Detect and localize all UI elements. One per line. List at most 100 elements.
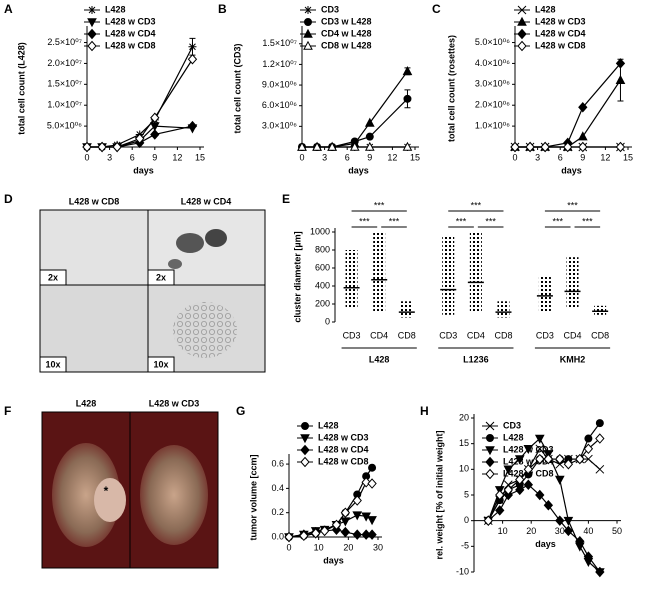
marker — [540, 141, 550, 153]
marker — [555, 453, 565, 465]
micrograph-panel — [39, 209, 266, 373]
y-tick-label: 800 — [315, 244, 330, 254]
y-tick-label: 2.5×10⁰⁷ — [47, 37, 82, 47]
x-axis-title: days — [535, 539, 556, 549]
marker — [554, 475, 565, 485]
magnification-box — [147, 356, 175, 373]
y-tick-label: 0 — [464, 515, 469, 525]
marker — [349, 141, 360, 151]
legend-marker — [303, 28, 313, 38]
significance-label: *** — [374, 200, 385, 210]
series-line — [302, 70, 408, 148]
marker — [188, 42, 197, 51]
x-tick-label: 12 — [600, 152, 610, 162]
significance-label: *** — [471, 200, 482, 210]
x-tick-label: 9 — [580, 152, 585, 162]
magnification-box — [147, 269, 175, 286]
y-axis-title: total cell count (rosettes) — [446, 35, 456, 142]
panel-label: H — [420, 404, 429, 418]
significance-label: *** — [567, 200, 578, 210]
value-range — [442, 236, 455, 315]
y-tick-label: 1.0×10⁰⁷ — [47, 100, 82, 110]
y-tick-label: 0.6 — [271, 458, 284, 468]
marker — [402, 66, 413, 76]
value-range — [594, 305, 607, 315]
marker — [534, 434, 545, 444]
y-tick-label: 2.0×10⁰⁷ — [47, 58, 82, 68]
panel-label: C — [432, 2, 441, 16]
marker — [150, 112, 160, 124]
marker — [319, 525, 330, 537]
x-axis-title: days — [323, 555, 344, 565]
magnification-label: 2x — [48, 272, 58, 282]
magnification-box — [39, 269, 67, 286]
legend-label: L428 w CD4 — [318, 444, 369, 454]
x-tick-label: 20 — [343, 542, 353, 552]
x-tick-label: CD8 — [494, 330, 512, 340]
x-tick-label: 3 — [322, 152, 327, 162]
significance-label: *** — [582, 216, 593, 226]
marker — [365, 132, 374, 141]
y-tick-label: 6.0×10⁰⁶ — [262, 100, 297, 110]
magnification-box — [39, 356, 67, 373]
legend-label: L428 w CD3 — [535, 16, 586, 26]
x-tick-label: CD3 — [343, 330, 361, 340]
legend-label: L428 — [105, 4, 126, 14]
legend-marker — [87, 40, 97, 52]
y-tick-label: 1000 — [310, 226, 330, 236]
legend-marker — [87, 18, 97, 28]
marker — [615, 74, 626, 84]
marker — [364, 117, 375, 127]
legend-marker — [486, 434, 495, 442]
marker — [352, 529, 362, 540]
legend-label: L428 w CD4 — [535, 28, 586, 38]
marker — [584, 454, 593, 464]
marker — [563, 525, 574, 537]
marker — [299, 530, 309, 542]
marker — [525, 141, 535, 153]
panel-label: G — [236, 404, 245, 418]
x-axis-title: days — [348, 165, 369, 175]
marker — [578, 102, 588, 113]
marker — [563, 458, 574, 470]
legend-marker — [517, 28, 527, 40]
legend-label: L428 w CD3 — [503, 444, 554, 454]
marker — [327, 141, 337, 151]
x-tick-label: CD3 — [536, 330, 554, 340]
x-tick-label: 6 — [558, 152, 563, 162]
legend-label: CD3 w L428 — [321, 16, 372, 26]
panel-label: A — [4, 2, 13, 16]
marker — [583, 443, 594, 455]
marker — [402, 141, 413, 151]
marker — [577, 131, 588, 141]
marker — [543, 453, 554, 465]
marker — [503, 484, 513, 496]
x-tick-label: 9 — [367, 152, 372, 162]
x-tick-label: 30 — [373, 542, 383, 552]
y-axis-title: total cell count (L428) — [16, 42, 26, 135]
value-range — [497, 301, 510, 318]
x-tick-label: CD8 — [398, 330, 416, 340]
y-tick-label: 5.0×10⁰⁶ — [475, 37, 510, 47]
x-tick-label: 20 — [526, 526, 536, 536]
marker — [150, 129, 160, 140]
marker — [97, 141, 107, 153]
marker — [583, 551, 594, 562]
y-tick-label: 3.0×10⁰⁶ — [475, 79, 510, 89]
y-tick-label: 0.0 — [271, 531, 284, 541]
legend-marker — [485, 446, 495, 456]
legend-label: CD4 w L428 — [321, 28, 372, 38]
marker — [361, 477, 371, 488]
marker — [543, 500, 554, 511]
marker — [112, 141, 122, 153]
panel-label: F — [4, 404, 11, 418]
marker — [340, 507, 351, 518]
marker — [514, 455, 525, 465]
marker — [575, 535, 585, 547]
y-tick-label: 1.2×10⁰⁷ — [262, 59, 297, 69]
x-tick-label: CD8 — [591, 330, 609, 340]
y-tick-label: 1.0×10⁰⁶ — [475, 120, 510, 130]
value-range — [469, 232, 482, 313]
